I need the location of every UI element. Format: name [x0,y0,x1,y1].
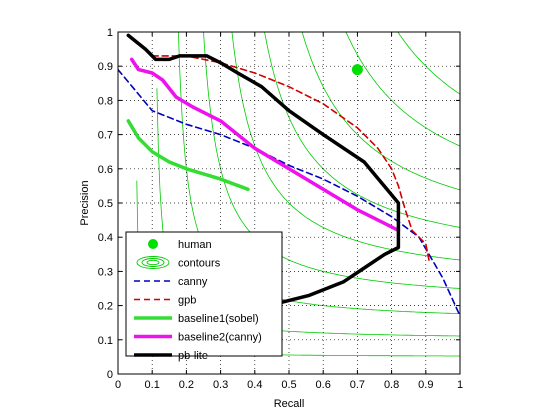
series-layer [118,33,460,317]
iso-f-contour [301,32,460,191]
legend-label-pb-lite: pb-lite [178,350,208,362]
iso-f-contour [397,32,460,95]
iso-f-contour [231,32,460,261]
y-axis-label: Precision [79,180,91,225]
legend-label-canny: canny [178,276,208,288]
y-tick-label: 0.6 [98,164,113,176]
y-tick-label: 0.7 [98,130,113,142]
iso-f-contour [264,32,460,228]
x-tick-label: 0.9 [418,379,433,391]
legend: human contours canny gpb baseline1(sobel) bas… [125,231,283,362]
y-tick-label: 0.5 [98,198,113,210]
x-tick-label: 0.5 [281,379,296,391]
y-tick-label: 0.2 [98,301,113,313]
iso-f-contour [203,32,460,289]
legend-label-human: human [178,239,212,251]
y-tick-label: 0.3 [98,266,113,278]
x-tick-label: 0 [115,379,121,391]
human-marker [351,64,363,76]
y-tick-label: 0.9 [98,61,113,73]
x-tick-label: 0.4 [247,379,262,391]
x-tick-label: 1 [457,379,463,391]
x-tick-label: 0.7 [350,379,365,391]
x-tick-label: 0.2 [179,379,194,391]
legend-label-contours: contours [178,258,221,270]
x-tick-label: 0.8 [384,379,399,391]
legend-label-baseline2-canny: baseline2(canny) [178,332,262,344]
legend-swatch-human [148,239,158,249]
legend-label-gpb: gpb [178,295,196,307]
y-tick-label: 1 [107,27,113,39]
y-tick-label: 0.4 [98,232,113,244]
series-line-gpb [151,55,431,262]
ticks-layer: 0 0.1 0.2 0.3 0.4 0.5 0.6 0.7 0.8 0.9 1 0 0.1 0.2 0.3 0… [98,27,463,391]
x-tick-label: 0.6 [316,379,331,391]
legend-label-baseline1-sobel: baseline1(sobel) [178,313,259,325]
series-line-pb-lite [126,33,401,304]
y-tick-label: 0 [107,369,113,381]
x-tick-label: 0.3 [213,379,228,391]
series-line-baseline2-canny [129,57,401,233]
legend-swatch-contours [136,256,170,269]
iso-f-contour [345,32,460,147]
y-tick-label: 0.1 [98,335,113,347]
series-line-baseline1-sobel [126,119,250,192]
x-axis-label: Recall [274,398,305,410]
x-tick-label: 0.1 [145,379,160,391]
y-tick-label: 0.8 [98,95,113,107]
